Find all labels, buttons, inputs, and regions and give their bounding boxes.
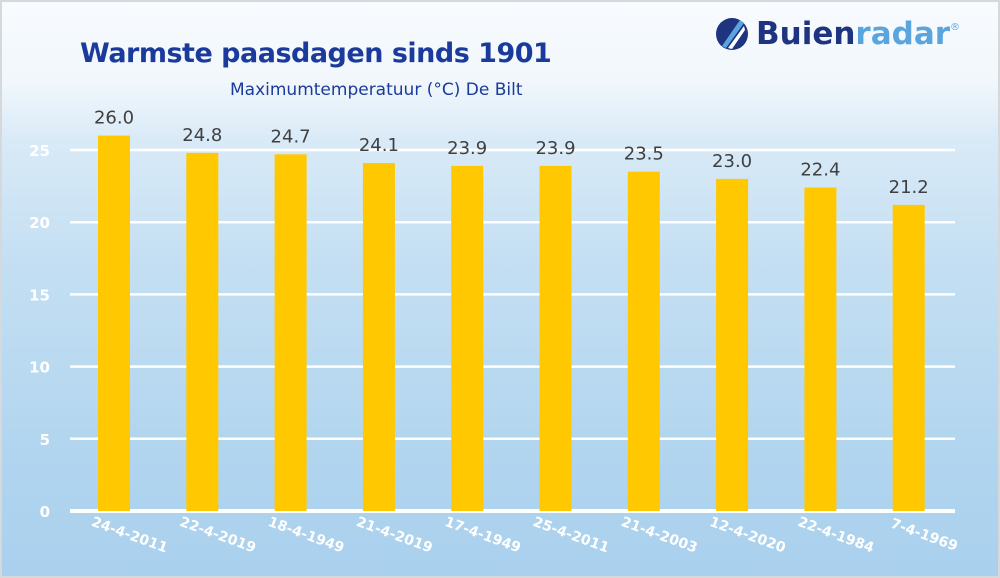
- y-tick-label: 5: [40, 431, 50, 449]
- bar: [362, 162, 395, 511]
- chart-subtitle: Maximumtemperatuur (°C) De Bilt: [230, 80, 523, 100]
- data-label: 22.4: [800, 160, 840, 181]
- y-tick-label: 0: [40, 503, 50, 521]
- data-label: 26.0: [94, 108, 134, 129]
- x-tick-label: 7-4-1969: [888, 516, 959, 555]
- x-tick-label: 24-4-2011: [89, 514, 169, 556]
- x-tick-label: 21-4-2003: [619, 514, 699, 556]
- logo-mark-icon: [716, 18, 748, 50]
- bar: [98, 135, 130, 511]
- bar: [186, 152, 219, 511]
- logo-text-radar: radar: [855, 16, 951, 52]
- y-tick-label: 15: [29, 286, 50, 304]
- y-tick-label: 25: [29, 142, 50, 160]
- bar: [892, 204, 925, 511]
- bar: [451, 165, 484, 511]
- data-label: 24.1: [359, 135, 399, 156]
- y-tick-label: 10: [29, 359, 50, 377]
- x-tick-label: 25-4-2011: [531, 514, 611, 556]
- logo-text-buien: Buien: [756, 16, 856, 52]
- bar: [274, 154, 307, 511]
- bar: [804, 187, 837, 511]
- data-label: 23.5: [624, 144, 664, 165]
- data-label: 24.7: [271, 126, 311, 147]
- data-label: 23.0: [712, 151, 752, 172]
- data-label: 23.9: [535, 138, 575, 159]
- x-tick-label: 21-4-2019: [354, 514, 434, 556]
- bar: [539, 165, 572, 511]
- x-tick-label: 22-4-2019: [177, 514, 257, 556]
- x-tick-label: 12-4-2020: [707, 514, 788, 556]
- bar: [627, 171, 660, 511]
- data-label: 21.2: [889, 177, 929, 198]
- chart-title: Warmste paasdagen sinds 1901: [80, 38, 552, 69]
- buienradar-logo: Buien radar ®: [714, 16, 960, 52]
- x-tick-label: 18-4-1949: [266, 514, 346, 556]
- bar: [716, 178, 749, 511]
- y-tick-label: 20: [29, 214, 50, 232]
- x-tick-label: 22-4-1984: [796, 514, 877, 556]
- x-tick-label: 17-4-1949: [442, 514, 522, 556]
- data-label: 23.9: [447, 138, 487, 159]
- data-label: 24.8: [182, 125, 222, 146]
- logo-registered: ®: [950, 22, 961, 33]
